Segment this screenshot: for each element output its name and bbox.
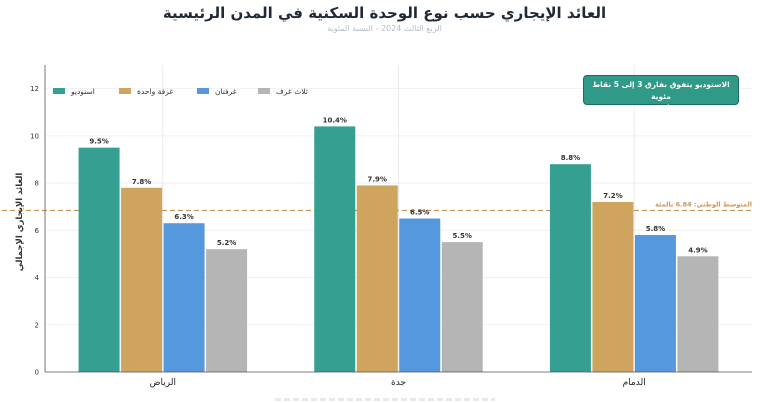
bar [399,218,441,372]
bar [634,235,676,372]
data-label: 6.5% [410,209,429,217]
annotation-box: الاستوديو يتفوق بفارق 3 إلى 5 نقاط مئوية… [583,75,739,113]
y-tick-label: 6 [35,227,40,235]
data-label: 7.2% [603,192,622,200]
chart-title: العائد الإيجاري حسب نوع الوحدة السكنية ف… [162,4,607,22]
chart-subtitle: الربع الثالث 2024 - النسبة المئوية [327,24,442,33]
data-label: 6.3% [174,213,193,221]
legend-swatch [258,88,270,94]
annotation-line-1: الاستوديو يتفوق بفارق 3 إلى 5 نقاط مئوية [592,80,730,101]
bar [592,201,634,372]
bar [441,242,483,372]
y-tick-label: 12 [30,85,39,93]
legend-swatch [197,88,209,94]
legend-swatch [119,88,131,94]
bar [314,126,356,373]
data-label: 4.9% [688,246,707,254]
legend-swatch [53,88,65,94]
data-label: 7.8% [132,178,151,186]
data-label: 7.9% [368,175,387,183]
y-tick-label: 8 [35,180,39,188]
x-tick-label: الدمام [623,378,646,388]
x-tick-label: الرياض [150,378,176,388]
legend-label: غرفتان [215,87,237,96]
y-axis-label: العائد الإيجاري الإجمالي [15,173,25,272]
x-tick-label: جدة [391,378,406,388]
y-tick-label: 4 [35,274,40,282]
data-label: 8.8% [561,154,580,162]
bar [78,147,120,372]
data-label: 5.8% [646,225,665,233]
bar [356,185,398,372]
y-tick-label: 2 [35,321,39,329]
legend-label: ثلاث غرف [276,87,308,96]
footer-note [275,398,495,401]
bar [549,164,591,372]
data-label: 9.5% [89,138,108,146]
y-tick-label: 10 [30,132,39,140]
data-label: 5.5% [453,232,472,240]
bar [163,223,205,372]
legend-label: غرفة واحدة [137,87,173,96]
data-label: 5.2% [217,239,236,247]
annotation-line-2: على الوحدات الأكبر في جميع المدن [595,104,727,113]
reference-line-label: المتوسط الوطني: 6.84 بالمئة [655,200,752,208]
bar [206,249,248,372]
legend-label: استوديو [70,87,95,96]
bar [121,187,163,372]
data-label: 10.4% [323,116,347,124]
bar [677,256,719,372]
y-tick-label: 0 [35,369,39,377]
